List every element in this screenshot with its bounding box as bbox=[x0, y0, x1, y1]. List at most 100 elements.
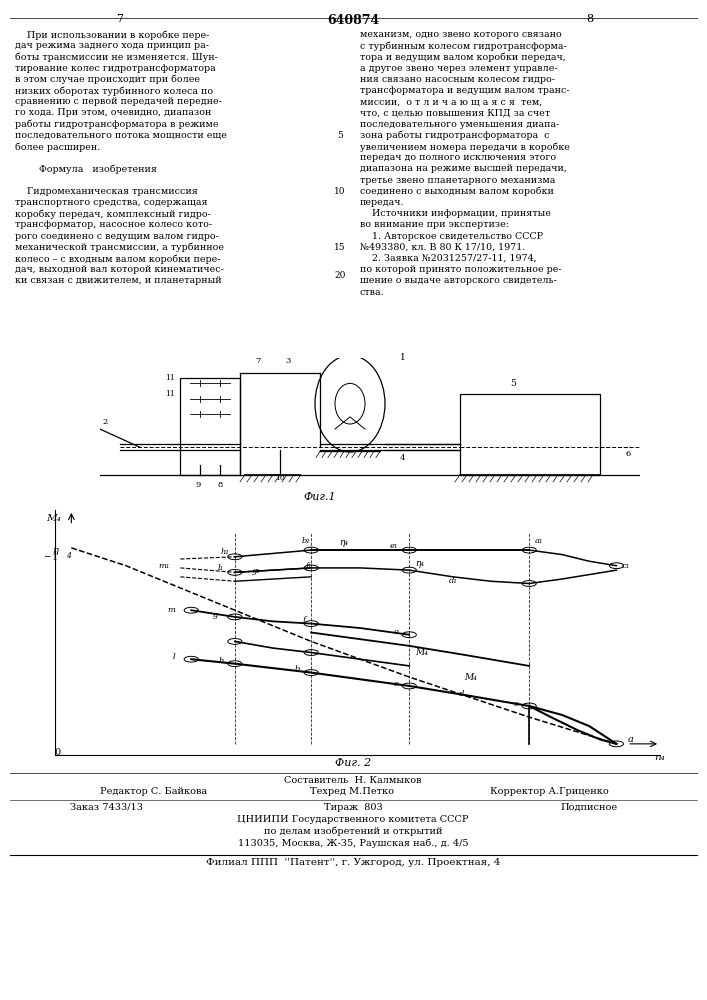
Text: тора и ведущим валом коробки передач,: тора и ведущим валом коробки передач, bbox=[360, 52, 566, 62]
Text: d: d bbox=[458, 690, 464, 698]
Text: последовательного уменьшения диапа-: последовательного уменьшения диапа- bbox=[360, 120, 559, 129]
Text: 7: 7 bbox=[255, 357, 260, 365]
Text: Техред М.Петко: Техред М.Петко bbox=[310, 787, 394, 796]
Text: Фиг. 2: Фиг. 2 bbox=[335, 758, 371, 768]
Text: работы гидротрансформатора в режиме: работы гидротрансформатора в режиме bbox=[15, 120, 218, 129]
Text: колесо – с входным валом коробки пере-: колесо – с входным валом коробки пере- bbox=[15, 254, 221, 263]
Text: третье звено планетарного механизма: третье звено планетарного механизма bbox=[360, 176, 556, 185]
Text: b: b bbox=[295, 665, 300, 673]
Text: e₁: e₁ bbox=[390, 542, 398, 550]
Text: а другое звено через элемент управле-: а другое звено через элемент управле- bbox=[360, 64, 558, 73]
Text: Редактор С. Байкова: Редактор С. Байкова bbox=[100, 787, 207, 796]
Text: a: a bbox=[627, 735, 633, 744]
Text: в этом случае происходит при более: в этом случае происходит при более bbox=[15, 75, 200, 84]
Text: l: l bbox=[173, 653, 175, 661]
Text: 640874: 640874 bbox=[327, 14, 379, 27]
Text: миссии,  о т л и ч а ю щ а я с я  тем,: миссии, о т л и ч а ю щ а я с я тем, bbox=[360, 97, 542, 106]
Text: f: f bbox=[303, 616, 305, 624]
Text: c: c bbox=[513, 700, 518, 708]
Text: передач.: передач. bbox=[360, 198, 404, 207]
Text: 5: 5 bbox=[510, 379, 516, 388]
Text: 6: 6 bbox=[625, 450, 630, 458]
Text: ства.: ства. bbox=[360, 288, 385, 297]
Text: M₄: M₄ bbox=[415, 648, 428, 657]
Text: 8: 8 bbox=[218, 481, 223, 489]
Text: рого соединено с ведущим валом гидро-: рого соединено с ведущим валом гидро- bbox=[15, 232, 219, 241]
Text: по делам изобретений и открытий: по делам изобретений и открытий bbox=[264, 827, 443, 836]
Text: 7: 7 bbox=[117, 14, 124, 24]
Text: трансформатора и ведущим валом транс-: трансформатора и ведущим валом транс- bbox=[360, 86, 570, 95]
Text: 1. Авторское свидетельство СССР: 1. Авторское свидетельство СССР bbox=[360, 232, 543, 241]
Text: Фиг.1: Фиг.1 bbox=[304, 492, 337, 502]
Text: a₁: a₁ bbox=[534, 537, 543, 545]
Text: 15: 15 bbox=[334, 243, 346, 252]
Text: Филиал ППП  ''Патент'', г. Ужгород, ул. Проектная, 4: Филиал ППП ''Патент'', г. Ужгород, ул. П… bbox=[206, 858, 500, 867]
Text: 8: 8 bbox=[586, 14, 594, 24]
Text: При использовании в коробке пере-: При использовании в коробке пере- bbox=[15, 30, 209, 39]
Text: транспортного средства, содержащая: транспортного средства, содержащая bbox=[15, 198, 208, 207]
Text: ки связан с движителем, и планетарный: ки связан с движителем, и планетарный bbox=[15, 276, 221, 285]
Text: диапазона на режиме высшей передачи,: диапазона на режиме высшей передачи, bbox=[360, 164, 567, 173]
Text: ЦНИИПИ Государственного комитета СССР: ЦНИИПИ Государственного комитета СССР bbox=[238, 815, 469, 824]
Text: h: h bbox=[218, 657, 224, 665]
Text: 1: 1 bbox=[400, 353, 406, 362]
Text: η₄: η₄ bbox=[416, 559, 425, 568]
Text: η: η bbox=[52, 546, 58, 555]
Text: 4: 4 bbox=[66, 552, 71, 560]
Text: 9: 9 bbox=[195, 481, 200, 489]
Text: M₄: M₄ bbox=[464, 673, 477, 682]
Text: 2. Заявка №2031257/27-11, 1974,: 2. Заявка №2031257/27-11, 1974, bbox=[360, 254, 537, 263]
Text: g₁: g₁ bbox=[251, 567, 260, 575]
Text: механической трансмиссии, а турбинное: механической трансмиссии, а турбинное bbox=[15, 243, 224, 252]
Text: e: e bbox=[393, 680, 398, 688]
Text: ─ 1: ─ 1 bbox=[44, 553, 58, 562]
Text: h₁: h₁ bbox=[221, 548, 229, 556]
Text: боты трансмиссии не изменяется. Шун-: боты трансмиссии не изменяется. Шун- bbox=[15, 52, 218, 62]
Text: 20: 20 bbox=[334, 271, 346, 280]
Text: M₄: M₄ bbox=[46, 514, 61, 523]
Text: низких оборотах турбинного колеса по: низких оборотах турбинного колеса по bbox=[15, 86, 213, 96]
Text: 2: 2 bbox=[102, 418, 107, 426]
Text: передач до полного исключения этого: передач до полного исключения этого bbox=[360, 153, 556, 162]
Text: механизм, одно звено которого связано: механизм, одно звено которого связано bbox=[360, 30, 562, 39]
Text: e: e bbox=[393, 629, 398, 637]
Text: 3: 3 bbox=[285, 357, 291, 365]
Text: дач, выходной вал которой кинематичес-: дач, выходной вал которой кинематичес- bbox=[15, 265, 224, 274]
Text: тирование колес гидротрансформатора: тирование колес гидротрансформатора bbox=[15, 64, 216, 73]
Text: c₁: c₁ bbox=[622, 562, 630, 570]
Text: 10: 10 bbox=[334, 187, 346, 196]
Text: g: g bbox=[213, 611, 218, 619]
Text: трансформатор, насосное колесо кото-: трансформатор, насосное колесо кото- bbox=[15, 220, 212, 229]
Text: дач режима заднего хода принцип ра-: дач режима заднего хода принцип ра- bbox=[15, 41, 209, 50]
Text: последовательного потока мощности еще: последовательного потока мощности еще bbox=[15, 131, 227, 140]
Text: 4: 4 bbox=[400, 454, 406, 462]
Bar bbox=[460, 394, 600, 475]
Text: коробку передач, комплексный гидро-: коробку передач, комплексный гидро- bbox=[15, 209, 211, 219]
Text: m₁: m₁ bbox=[158, 562, 170, 570]
Text: Подписное: Подписное bbox=[560, 803, 617, 812]
Text: l₁: l₁ bbox=[218, 564, 224, 572]
Text: соединено с выходным валом коробки: соединено с выходным валом коробки bbox=[360, 187, 554, 196]
Text: 113035, Москва, Ж-35, Раушская наб., д. 4/5: 113035, Москва, Ж-35, Раушская наб., д. … bbox=[238, 839, 468, 848]
Text: что, с целью повышения КПД за счет: что, с целью повышения КПД за счет bbox=[360, 108, 550, 117]
Text: зона работы гидротрансформатора  с: зона работы гидротрансформатора с bbox=[360, 131, 549, 140]
Text: b₁: b₁ bbox=[301, 537, 310, 545]
Bar bbox=[180, 378, 240, 475]
Text: №493380, кл. В 80 К 17/10, 1971.: №493380, кл. В 80 К 17/10, 1971. bbox=[360, 243, 525, 252]
Text: Корректор А.Гриценко: Корректор А.Гриценко bbox=[490, 787, 609, 796]
Text: Гидромеханическая трансмиссия: Гидромеханическая трансмиссия bbox=[15, 187, 198, 196]
Text: по которой принято положительное ре-: по которой принято положительное ре- bbox=[360, 265, 561, 274]
Text: Источники информации, принятые: Источники информации, принятые bbox=[360, 209, 551, 218]
Text: Составитель  Н. Калмыков: Составитель Н. Калмыков bbox=[284, 776, 422, 785]
Text: ния связано насосным колесом гидро-: ния связано насосным колесом гидро- bbox=[360, 75, 555, 84]
Text: сравнению с первой передачей передне-: сравнению с первой передачей передне- bbox=[15, 97, 222, 106]
Text: шение о выдаче авторского свидетель-: шение о выдаче авторского свидетель- bbox=[360, 276, 557, 285]
Text: 0: 0 bbox=[54, 748, 61, 757]
Text: n₄: n₄ bbox=[655, 753, 665, 762]
Text: 11: 11 bbox=[165, 390, 175, 398]
Text: увеличением номера передачи в коробке: увеличением номера передачи в коробке bbox=[360, 142, 570, 151]
Text: с турбинным колесом гидротрансформа-: с турбинным колесом гидротрансформа- bbox=[360, 41, 567, 51]
Text: Формула   изобретения: Формула изобретения bbox=[15, 164, 157, 174]
Text: более расширен.: более расширен. bbox=[15, 142, 100, 151]
Text: m: m bbox=[167, 606, 175, 614]
